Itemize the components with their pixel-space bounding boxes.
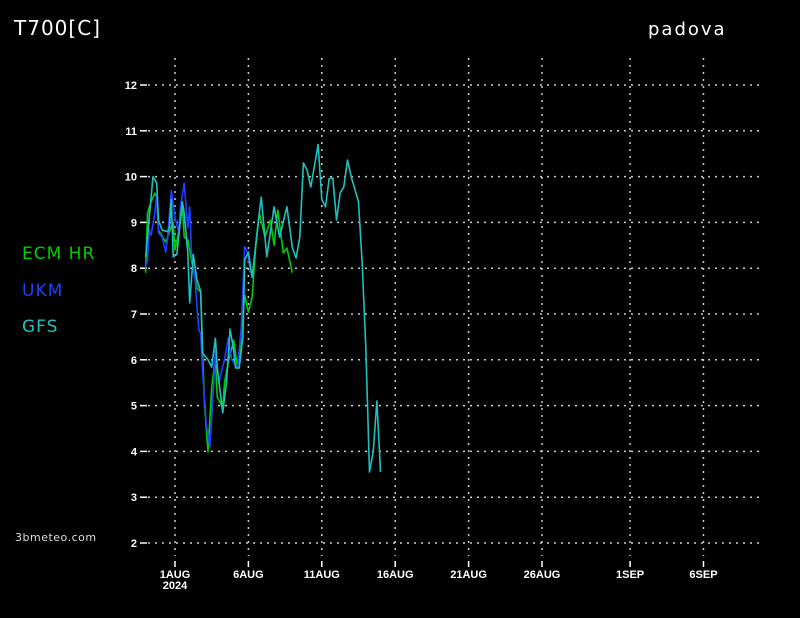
x-tick-label: 1AUG <box>160 569 191 581</box>
credit-label: 3bmeteo.com <box>15 531 97 544</box>
y-tick-label: 8 <box>131 263 137 275</box>
legend-gfs: GFS <box>22 317 59 337</box>
y-tick-label: 7 <box>131 309 137 321</box>
x-tick-label: 21AUG <box>450 569 487 581</box>
series-line-ukm <box>144 182 251 448</box>
legend-ecm-hr: ECM HR <box>22 244 96 264</box>
legend-ukm: UKM <box>22 281 64 301</box>
x-tick-label: 26AUG <box>524 569 561 581</box>
series-line-gfs <box>144 143 382 473</box>
x-tick-label: 1SEP <box>616 569 644 581</box>
y-tick-label: 11 <box>125 126 137 138</box>
y-tick-label: 9 <box>131 217 137 229</box>
x-tick-year-label: 2024 <box>163 580 188 592</box>
y-tick-label: 12 <box>125 80 137 92</box>
y-tick-label: 3 <box>131 492 137 504</box>
y-tick-label: 6 <box>131 355 137 367</box>
x-tick-label: 6SEP <box>689 569 717 581</box>
x-tick-label: 16AUG <box>377 569 414 581</box>
y-tick-label: 5 <box>131 401 137 413</box>
y-tick-label: 10 <box>125 172 137 184</box>
location-label: padova <box>648 19 727 40</box>
x-tick-label: 11AUG <box>304 569 340 581</box>
x-tick-label: 6AUG <box>233 569 264 581</box>
y-tick-label: 4 <box>131 446 138 458</box>
y-tick-label: 2 <box>131 538 137 550</box>
chart-title: T700[C] <box>14 16 101 40</box>
